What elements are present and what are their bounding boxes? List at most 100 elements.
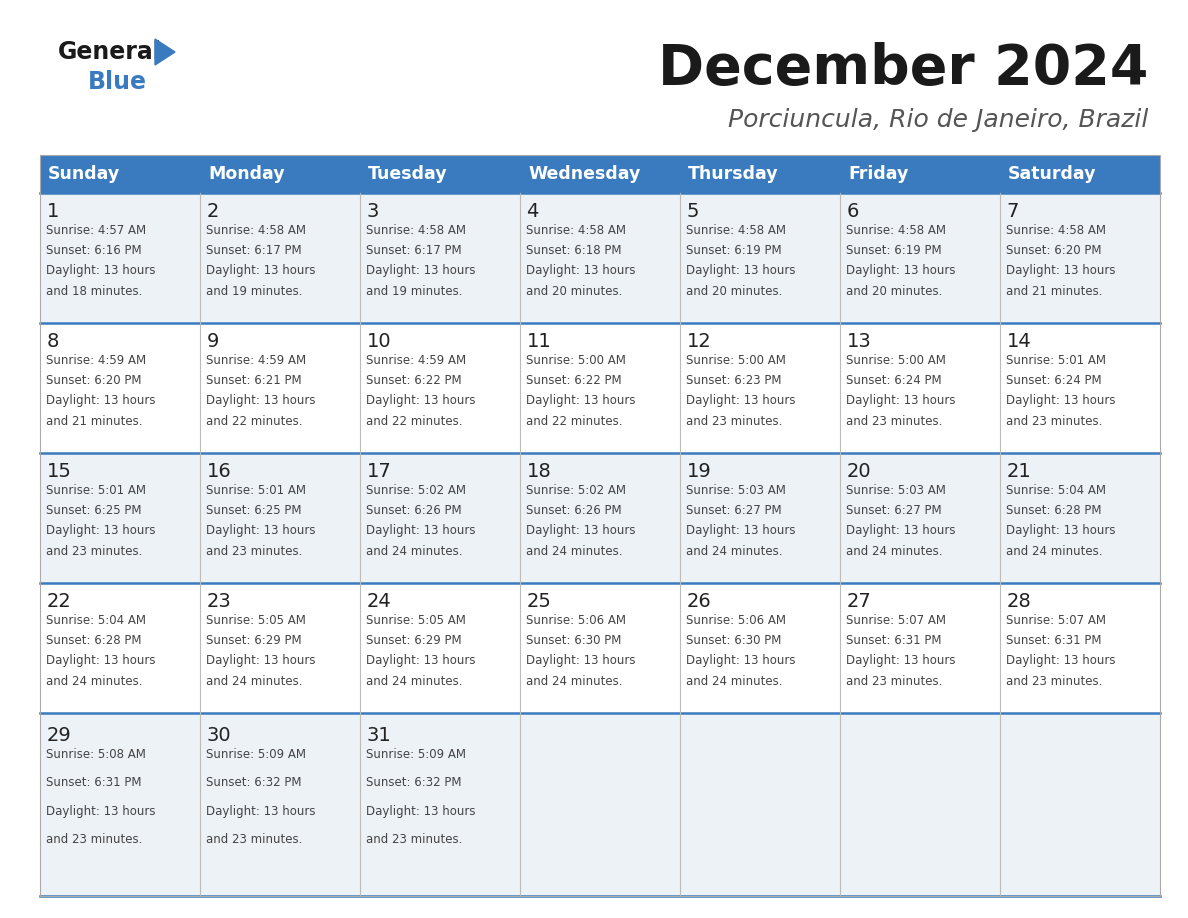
- Text: Daylight: 13 hours: Daylight: 13 hours: [526, 524, 636, 537]
- Text: and 20 minutes.: and 20 minutes.: [687, 285, 783, 297]
- Text: Sunrise: 4:58 AM: Sunrise: 4:58 AM: [687, 224, 786, 237]
- Text: and 23 minutes.: and 23 minutes.: [366, 833, 463, 845]
- Text: Sunset: 6:17 PM: Sunset: 6:17 PM: [366, 244, 462, 257]
- Text: 1: 1: [46, 202, 58, 221]
- Text: Daylight: 13 hours: Daylight: 13 hours: [687, 395, 796, 408]
- Text: Daylight: 13 hours: Daylight: 13 hours: [687, 655, 796, 667]
- Text: Tuesday: Tuesday: [368, 165, 448, 183]
- Text: Sunset: 6:25 PM: Sunset: 6:25 PM: [207, 504, 302, 517]
- Text: Sunrise: 5:09 AM: Sunrise: 5:09 AM: [366, 748, 467, 761]
- Text: Sunrise: 4:58 AM: Sunrise: 4:58 AM: [366, 224, 467, 237]
- Text: Sunrise: 5:07 AM: Sunrise: 5:07 AM: [846, 614, 947, 627]
- Text: Sunrise: 5:01 AM: Sunrise: 5:01 AM: [1006, 354, 1106, 367]
- Text: 16: 16: [207, 462, 232, 481]
- Text: Sunrise: 5:00 AM: Sunrise: 5:00 AM: [687, 354, 786, 367]
- Text: and 23 minutes.: and 23 minutes.: [1006, 675, 1102, 688]
- Text: 3: 3: [366, 202, 379, 221]
- Text: Sunrise: 4:58 AM: Sunrise: 4:58 AM: [846, 224, 947, 237]
- Text: Sunset: 6:32 PM: Sunset: 6:32 PM: [207, 777, 302, 789]
- Text: Sunset: 6:28 PM: Sunset: 6:28 PM: [46, 634, 141, 647]
- Text: Sunset: 6:17 PM: Sunset: 6:17 PM: [207, 244, 302, 257]
- Text: and 24 minutes.: and 24 minutes.: [687, 675, 783, 688]
- Text: 7: 7: [1006, 202, 1019, 221]
- Text: Friday: Friday: [848, 165, 909, 183]
- Text: Sunset: 6:16 PM: Sunset: 6:16 PM: [46, 244, 143, 257]
- Text: Sunset: 6:31 PM: Sunset: 6:31 PM: [46, 777, 141, 789]
- Bar: [40, 155, 1159, 193]
- Text: and 22 minutes.: and 22 minutes.: [207, 415, 303, 428]
- Text: Porciuncula, Rio de Janeiro, Brazil: Porciuncula, Rio de Janeiro, Brazil: [727, 108, 1148, 132]
- Text: Sunrise: 5:09 AM: Sunrise: 5:09 AM: [207, 748, 307, 761]
- Text: Daylight: 13 hours: Daylight: 13 hours: [846, 395, 956, 408]
- Text: Sunset: 6:22 PM: Sunset: 6:22 PM: [366, 375, 462, 387]
- Text: Daylight: 13 hours: Daylight: 13 hours: [526, 264, 636, 277]
- Text: Sunrise: 4:58 AM: Sunrise: 4:58 AM: [207, 224, 307, 237]
- Text: 13: 13: [846, 332, 871, 351]
- Text: Sunset: 6:21 PM: Sunset: 6:21 PM: [207, 375, 302, 387]
- Text: and 22 minutes.: and 22 minutes.: [366, 415, 463, 428]
- Text: and 24 minutes.: and 24 minutes.: [1006, 544, 1102, 557]
- Text: Sunset: 6:24 PM: Sunset: 6:24 PM: [1006, 375, 1102, 387]
- Text: Daylight: 13 hours: Daylight: 13 hours: [1006, 264, 1116, 277]
- Text: Daylight: 13 hours: Daylight: 13 hours: [1006, 655, 1116, 667]
- Text: Sunset: 6:28 PM: Sunset: 6:28 PM: [1006, 504, 1102, 517]
- Text: Sunrise: 5:05 AM: Sunrise: 5:05 AM: [366, 614, 466, 627]
- Text: Sunset: 6:26 PM: Sunset: 6:26 PM: [526, 504, 623, 517]
- Text: Sunrise: 5:00 AM: Sunrise: 5:00 AM: [846, 354, 947, 367]
- Text: 11: 11: [526, 332, 551, 351]
- Text: 29: 29: [46, 726, 71, 744]
- Text: Thursday: Thursday: [688, 165, 778, 183]
- Text: Sunrise: 5:04 AM: Sunrise: 5:04 AM: [1006, 484, 1106, 498]
- Text: Daylight: 13 hours: Daylight: 13 hours: [46, 804, 156, 818]
- Text: and 22 minutes.: and 22 minutes.: [526, 415, 623, 428]
- Text: 2: 2: [207, 202, 219, 221]
- Text: and 24 minutes.: and 24 minutes.: [526, 675, 623, 688]
- Text: Sunrise: 4:58 AM: Sunrise: 4:58 AM: [526, 224, 626, 237]
- Text: Daylight: 13 hours: Daylight: 13 hours: [207, 264, 316, 277]
- Text: 22: 22: [46, 592, 71, 611]
- Text: Sunrise: 4:59 AM: Sunrise: 4:59 AM: [207, 354, 307, 367]
- Bar: [40, 453, 1159, 583]
- Text: Sunrise: 5:03 AM: Sunrise: 5:03 AM: [687, 484, 786, 498]
- Text: Sunrise: 5:06 AM: Sunrise: 5:06 AM: [526, 614, 626, 627]
- Text: Sunset: 6:27 PM: Sunset: 6:27 PM: [687, 504, 782, 517]
- Text: Sunset: 6:30 PM: Sunset: 6:30 PM: [526, 634, 621, 647]
- Text: and 24 minutes.: and 24 minutes.: [366, 544, 463, 557]
- Text: Daylight: 13 hours: Daylight: 13 hours: [1006, 395, 1116, 408]
- Text: and 23 minutes.: and 23 minutes.: [846, 675, 943, 688]
- Text: and 23 minutes.: and 23 minutes.: [846, 415, 943, 428]
- Text: and 20 minutes.: and 20 minutes.: [846, 285, 943, 297]
- Text: and 24 minutes.: and 24 minutes.: [46, 675, 143, 688]
- Text: 25: 25: [526, 592, 551, 611]
- Text: Daylight: 13 hours: Daylight: 13 hours: [526, 655, 636, 667]
- Bar: [40, 155, 1159, 896]
- Text: and 21 minutes.: and 21 minutes.: [1006, 285, 1102, 297]
- Text: and 24 minutes.: and 24 minutes.: [687, 544, 783, 557]
- Text: Sunset: 6:24 PM: Sunset: 6:24 PM: [846, 375, 942, 387]
- Text: Sunset: 6:19 PM: Sunset: 6:19 PM: [687, 244, 782, 257]
- Text: Daylight: 13 hours: Daylight: 13 hours: [46, 524, 156, 537]
- Text: 18: 18: [526, 462, 551, 481]
- Text: Sunset: 6:32 PM: Sunset: 6:32 PM: [366, 777, 462, 789]
- Text: 4: 4: [526, 202, 539, 221]
- Text: and 19 minutes.: and 19 minutes.: [207, 285, 303, 297]
- Text: Daylight: 13 hours: Daylight: 13 hours: [366, 264, 476, 277]
- Text: 19: 19: [687, 462, 712, 481]
- Text: Sunrise: 5:02 AM: Sunrise: 5:02 AM: [526, 484, 626, 498]
- Text: Wednesday: Wednesday: [527, 165, 640, 183]
- Bar: [40, 583, 1159, 713]
- Text: and 24 minutes.: and 24 minutes.: [366, 675, 463, 688]
- Text: Daylight: 13 hours: Daylight: 13 hours: [366, 524, 476, 537]
- Text: and 24 minutes.: and 24 minutes.: [846, 544, 943, 557]
- Text: and 24 minutes.: and 24 minutes.: [207, 675, 303, 688]
- Text: and 23 minutes.: and 23 minutes.: [46, 544, 143, 557]
- Text: Daylight: 13 hours: Daylight: 13 hours: [46, 655, 156, 667]
- Text: Sunset: 6:23 PM: Sunset: 6:23 PM: [687, 375, 782, 387]
- Text: Sunrise: 5:05 AM: Sunrise: 5:05 AM: [207, 614, 307, 627]
- Text: Sunrise: 5:07 AM: Sunrise: 5:07 AM: [1006, 614, 1106, 627]
- Text: 12: 12: [687, 332, 712, 351]
- Text: Daylight: 13 hours: Daylight: 13 hours: [207, 804, 316, 818]
- Text: Daylight: 13 hours: Daylight: 13 hours: [526, 395, 636, 408]
- Text: and 23 minutes.: and 23 minutes.: [687, 415, 783, 428]
- Text: 23: 23: [207, 592, 232, 611]
